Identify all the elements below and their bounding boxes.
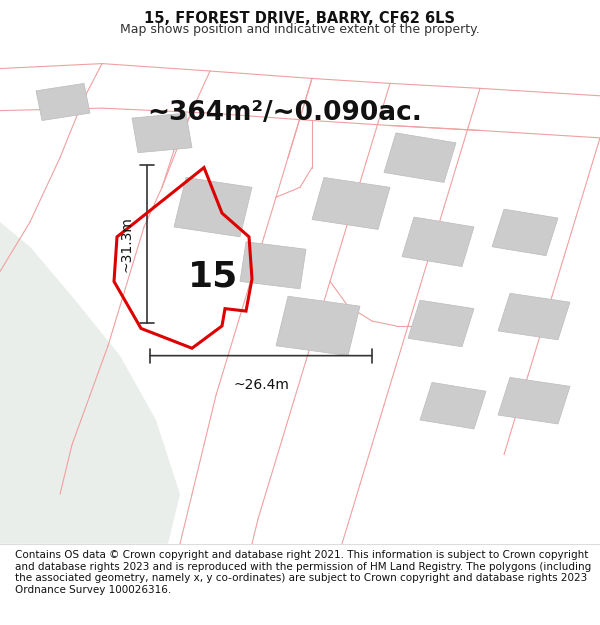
Text: ~26.4m: ~26.4m (233, 378, 289, 392)
Text: ~364m²/~0.090ac.: ~364m²/~0.090ac. (148, 100, 422, 126)
Polygon shape (492, 209, 558, 256)
Polygon shape (0, 222, 180, 544)
Text: ~31.3m: ~31.3m (120, 216, 134, 272)
Polygon shape (408, 300, 474, 347)
Text: Contains OS data © Crown copyright and database right 2021. This information is : Contains OS data © Crown copyright and d… (15, 550, 591, 595)
Polygon shape (240, 242, 306, 289)
Polygon shape (498, 293, 570, 340)
Polygon shape (384, 133, 456, 182)
Polygon shape (132, 113, 192, 152)
Text: 15, FFOREST DRIVE, BARRY, CF62 6LS: 15, FFOREST DRIVE, BARRY, CF62 6LS (145, 11, 455, 26)
Polygon shape (498, 378, 570, 424)
Polygon shape (276, 296, 360, 356)
Polygon shape (402, 217, 474, 266)
Polygon shape (420, 382, 486, 429)
Polygon shape (36, 83, 90, 121)
Polygon shape (174, 177, 252, 237)
Text: Map shows position and indicative extent of the property.: Map shows position and indicative extent… (120, 23, 480, 36)
Polygon shape (312, 177, 390, 229)
Text: 15: 15 (188, 259, 239, 293)
